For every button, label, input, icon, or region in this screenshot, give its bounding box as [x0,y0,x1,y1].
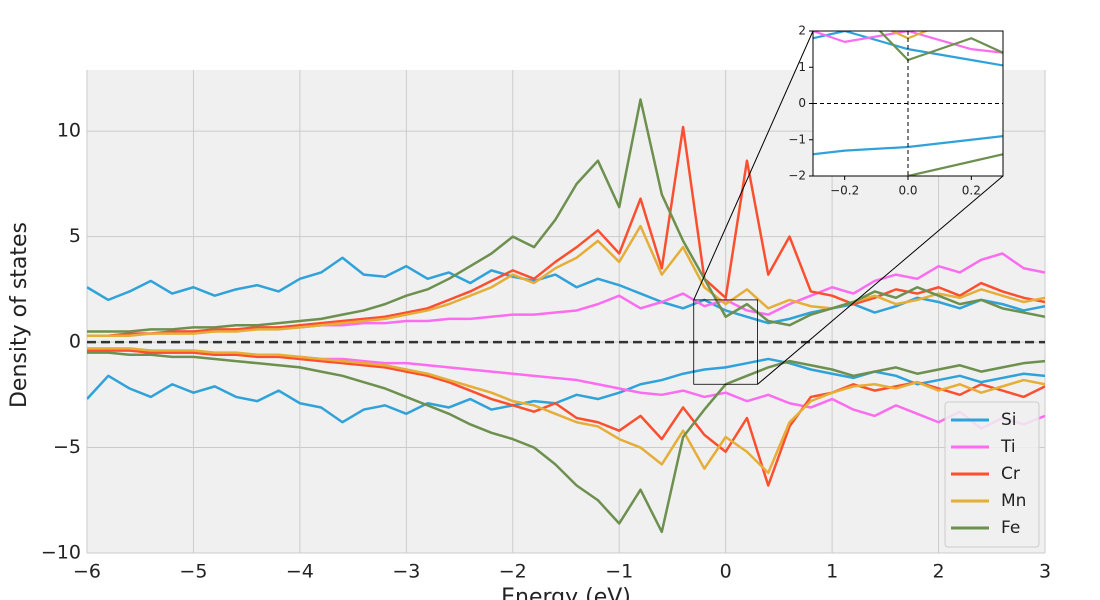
y-tick-label: 5 [69,225,81,247]
inset-x-tick-label: 0.0 [898,184,917,198]
y-axis-label: Density of states [7,222,32,408]
legend-label: Cr [1001,464,1020,484]
inset-x-tick-label: 0.2 [962,184,981,198]
dos-line [87,347,1045,475]
dos-line [87,98,1045,333]
x-axis-label: Energy (eV) [501,585,631,600]
zoom-connector [693,30,814,301]
inset-x-tick-label: −0.2 [830,184,859,198]
inset-y-tick-label: 0 [798,96,806,110]
legend-label: Mn [1001,491,1026,511]
legend-box [944,401,1040,548]
x-tick-label: −2 [499,561,527,583]
y-tick-label: 10 [57,120,81,142]
x-tick-label: −1 [605,561,633,583]
legend-label: Fe [1001,518,1020,538]
x-tick-label: −4 [286,561,314,583]
x-tick-label: 0 [720,561,732,583]
main-lines [87,98,1045,534]
dos-line [87,349,1045,487]
zoom-connector [757,175,1004,385]
inset-y-tick-label: −2 [788,169,806,183]
x-tick-label: 1 [826,561,838,583]
zoom-box [693,299,759,385]
x-tick-label: −3 [392,561,420,583]
dos-line [87,357,1045,424]
dos-line [87,256,1045,325]
x-tick-label: 2 [933,561,945,583]
x-tick-label: −5 [179,561,207,583]
x-tick-label: 3 [1039,561,1051,583]
dos-line [87,351,1045,534]
y-tick-label: −5 [53,436,81,458]
legend-label: Si [1001,410,1017,430]
y-tick-label: 0 [69,331,81,353]
inset-y-tick-label: 2 [798,24,806,38]
x-tick-label: −6 [73,561,101,583]
inset-y-tick-label: 1 [798,60,806,74]
dos-line [87,224,1045,338]
y-tick-label: −10 [41,542,81,564]
legend-label: Ti [1000,437,1016,457]
inset-y-tick-label: −1 [788,132,806,146]
